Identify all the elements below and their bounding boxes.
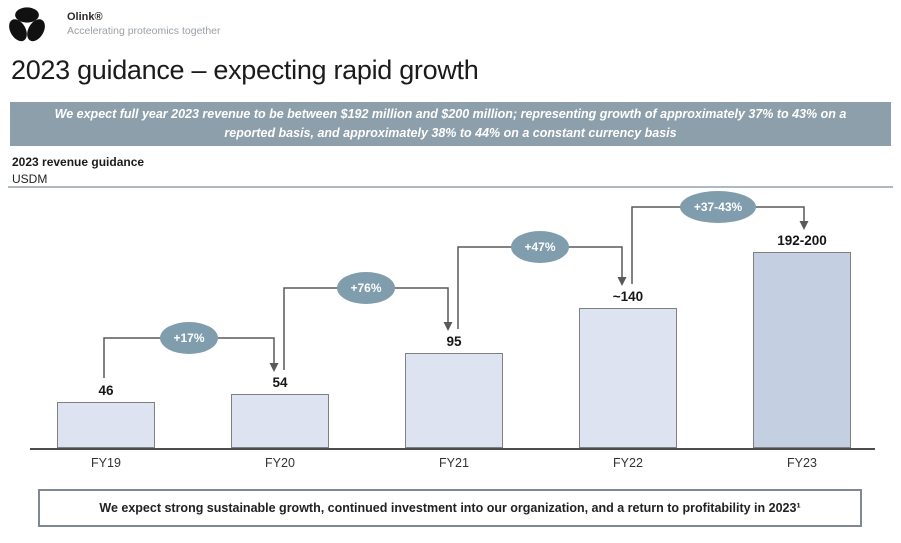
growth-badge-fy21-fy22: +47% bbox=[511, 231, 569, 263]
growth-badge-fy22-fy23: +37-43% bbox=[680, 191, 756, 223]
growth-badge-fy20-fy21: +76% bbox=[337, 272, 395, 304]
chart-title: 2023 revenue guidance bbox=[12, 155, 145, 169]
x-axis-line bbox=[30, 448, 875, 450]
bar-fy19 bbox=[57, 402, 155, 448]
x-tick-fy19: FY19 bbox=[91, 456, 121, 470]
bar-fy21 bbox=[405, 353, 503, 448]
bar-fy23 bbox=[753, 252, 851, 448]
brand-tagline: Accelerating proteomics together bbox=[67, 25, 221, 37]
x-tick-fy22: FY22 bbox=[613, 456, 643, 470]
page-title: 2023 guidance – expecting rapid growth bbox=[11, 55, 479, 85]
brand-name: Olink® bbox=[67, 11, 103, 23]
x-tick-fy23: FY23 bbox=[787, 456, 817, 470]
guidance-banner: We expect full year 2023 revenue to be b… bbox=[10, 102, 891, 146]
x-tick-fy20: FY20 bbox=[265, 456, 295, 470]
bar-fy20 bbox=[231, 394, 329, 448]
x-tick-fy21: FY21 bbox=[439, 456, 469, 470]
guidance-banner-text: We expect full year 2023 revenue to be b… bbox=[54, 106, 847, 140]
growth-badge-fy19-fy20: +17% bbox=[160, 322, 218, 354]
value-label-fy22: ~140 bbox=[612, 289, 644, 304]
footer-statement-box: We expect strong sustainable growth, con… bbox=[38, 489, 862, 527]
value-label-fy23: 192-200 bbox=[777, 233, 827, 248]
value-label-fy21: 95 bbox=[446, 334, 462, 349]
value-label-fy20: 54 bbox=[272, 375, 288, 390]
value-label-fy19: 46 bbox=[98, 383, 114, 398]
footer-statement-text: We expect strong sustainable growth, con… bbox=[99, 501, 801, 515]
olink-logo-icon bbox=[9, 7, 45, 42]
separator-line bbox=[8, 186, 893, 188]
bar-fy22 bbox=[579, 308, 677, 448]
revenue-bar-chart: 46 FY19 54 FY20 95 FY21 ~140 FY22 192-200 FY23 +17… bbox=[0, 190, 901, 482]
chart-unit-label: USDM bbox=[12, 172, 48, 186]
